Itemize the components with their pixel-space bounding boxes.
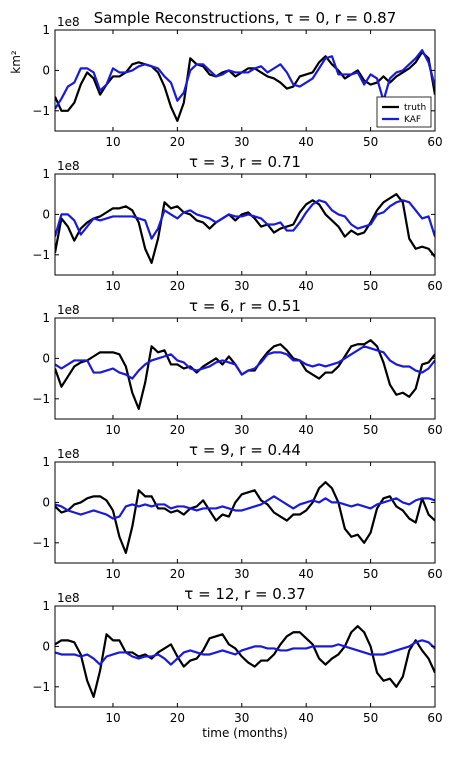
x-tick-label: 50 <box>363 279 378 293</box>
panel-2: τ = 3, r = 0.71 1e8 10 20 30 40 50 60 −1 0 1 <box>32 153 442 293</box>
x-tick-label: 40 <box>299 567 314 581</box>
plot-frame <box>54 461 436 564</box>
y-axis-label: km² <box>9 50 23 74</box>
y-tick-label: 0 <box>42 351 50 365</box>
panel-1: Sample Reconstructions, τ = 0, r = 0.87 1… <box>9 9 443 149</box>
series-line-truth <box>55 193 435 264</box>
panel-4: τ = 9, r = 0.44 1e8 10 20 30 40 50 60 −1 0 1 <box>32 441 442 581</box>
y-tick-label: 0 <box>42 63 50 77</box>
series-line-kaf <box>55 199 435 240</box>
y-exponent-label: 1e8 <box>57 15 80 29</box>
x-tick-label: 30 <box>234 279 249 293</box>
y-exponent-label: 1e8 <box>57 591 80 605</box>
x-tick-label: 20 <box>170 279 185 293</box>
x-tick-label: 10 <box>105 423 120 437</box>
x-tick-label: 40 <box>299 423 314 437</box>
panel-title: Sample Reconstructions, τ = 0, r = 0.87 <box>94 9 397 27</box>
legend: truth KAF <box>376 96 432 128</box>
series-line-truth <box>55 51 435 123</box>
legend-label-truth: truth <box>404 103 426 113</box>
series-line-truth <box>55 625 435 699</box>
y-tick-label: 0 <box>42 207 50 221</box>
series-line-truth <box>55 481 435 555</box>
panel-title: τ = 3, r = 0.71 <box>189 153 301 171</box>
plot-frame <box>54 173 436 276</box>
series-line-kaf <box>55 49 435 110</box>
x-tick-label: 20 <box>170 567 185 581</box>
panel-title: τ = 12, r = 0.37 <box>184 585 305 603</box>
y-tick-label: 0 <box>42 495 50 509</box>
x-tick-label: 30 <box>234 567 249 581</box>
y-tick-label: 1 <box>42 167 50 181</box>
y-tick-label: −1 <box>32 392 50 406</box>
x-tick-label: 20 <box>170 423 185 437</box>
panel-title: τ = 9, r = 0.44 <box>189 441 301 459</box>
x-tick-label: 40 <box>299 135 314 149</box>
y-tick-label: 1 <box>42 23 50 37</box>
x-tick-label: 10 <box>105 135 120 149</box>
y-tick-label: 1 <box>42 311 50 325</box>
x-axis-label: time (months) <box>202 726 288 740</box>
y-tick-label: 1 <box>42 455 50 469</box>
x-tick-label: 30 <box>234 135 249 149</box>
y-tick-label: −1 <box>32 248 50 262</box>
x-tick-label: 10 <box>105 711 120 725</box>
x-tick-label: 60 <box>427 567 442 581</box>
x-tick-label: 50 <box>363 135 378 149</box>
x-tick-label: 60 <box>427 135 442 149</box>
panel-title: τ = 6, r = 0.51 <box>189 297 301 315</box>
x-tick-label: 60 <box>427 279 442 293</box>
series-line-kaf <box>55 345 435 380</box>
x-tick-label: 30 <box>234 423 249 437</box>
x-tick-label: 10 <box>105 279 120 293</box>
x-tick-label: 20 <box>170 135 185 149</box>
plot-frame <box>54 29 436 132</box>
y-exponent-label: 1e8 <box>57 303 80 317</box>
x-tick-label: 10 <box>105 567 120 581</box>
y-tick-label: −1 <box>32 104 50 118</box>
y-tick-label: 0 <box>42 639 50 653</box>
plot-frame <box>54 605 436 708</box>
plot-frame <box>54 317 436 420</box>
y-exponent-label: 1e8 <box>57 447 80 461</box>
x-tick-label: 20 <box>170 711 185 725</box>
y-exponent-label: 1e8 <box>57 159 80 173</box>
x-tick-label: 60 <box>427 711 442 725</box>
y-tick-label: −1 <box>32 536 50 550</box>
x-tick-label: 30 <box>234 711 249 725</box>
y-tick-label: 1 <box>42 599 50 613</box>
panel-3: τ = 6, r = 0.51 1e8 10 20 30 40 50 60 −1 0 1 <box>32 297 442 437</box>
y-tick-label: −1 <box>32 680 50 694</box>
x-tick-label: 40 <box>299 711 314 725</box>
x-tick-label: 50 <box>363 567 378 581</box>
panel-5: τ = 12, r = 0.37 1e8 10 20 30 40 50 60 −1 0 1 time … <box>32 585 442 740</box>
series-line-kaf <box>55 639 435 666</box>
x-tick-label: 40 <box>299 279 314 293</box>
x-tick-label: 60 <box>427 423 442 437</box>
series-line-kaf <box>55 495 435 520</box>
legend-box <box>376 96 432 128</box>
x-tick-label: 50 <box>363 423 378 437</box>
legend-label-kaf: KAF <box>404 115 421 125</box>
x-tick-label: 50 <box>363 711 378 725</box>
